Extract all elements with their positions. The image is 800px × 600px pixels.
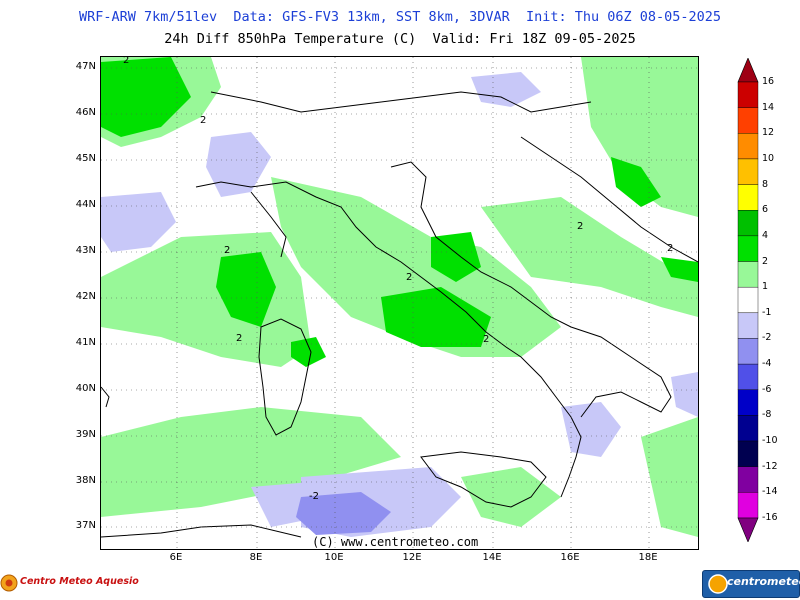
legend-color-swatch (737, 466, 759, 493)
lat-label: 44N (75, 199, 96, 210)
legend-color-swatch (737, 81, 759, 108)
coastlines-borders (101, 91, 698, 538)
logo-left-text: Centro Meteo Aquesio (20, 576, 139, 587)
lon-label: 8E (249, 552, 263, 563)
lat-label: 46N (75, 107, 96, 118)
legend-label: -10 (762, 435, 778, 447)
legend-color-swatch (737, 133, 759, 160)
contour-label: 2 (667, 243, 674, 254)
legend-label: 1 (762, 281, 769, 293)
temperature-diff-map (101, 57, 698, 549)
contour-label: 2 (406, 272, 413, 283)
map-panel (100, 56, 699, 550)
legend-label: -14 (762, 486, 778, 498)
contour-label: 2 (577, 221, 584, 232)
lon-label: 18E (638, 552, 658, 563)
lat-label: 37N (75, 520, 96, 531)
legend-label: 16 (762, 76, 775, 87)
centro-meteo-aquesio-logo (0, 574, 18, 592)
legend-color-swatch (737, 363, 759, 390)
lat-label: 38N (75, 475, 96, 486)
color-legend-bar (737, 58, 759, 542)
legend-label: -2 (762, 332, 772, 344)
legend-color-swatch (737, 235, 759, 262)
legend-color-swatch (737, 440, 759, 467)
contour-label: 2 (200, 115, 207, 126)
legend-color-swatch (737, 286, 759, 314)
legend-color-swatch (737, 184, 759, 211)
lon-label: 14E (482, 552, 502, 563)
lat-label: 45N (75, 153, 96, 164)
logo-right-text: centrometeo (727, 575, 800, 588)
contour-label: 2 (236, 333, 243, 344)
header-title: WRF-ARW 7km/51lev Data: GFS-FV3 13km, SS… (78, 9, 722, 25)
legend-label: 14 (762, 101, 775, 113)
centrometeo-logo (702, 570, 800, 598)
contour-label: 2 (224, 245, 231, 256)
lon-label: 10E (324, 552, 344, 563)
header-subtitle: 24h Diff 850hPa Temperature (C) Valid: F… (164, 31, 636, 47)
contour-label: -2 (309, 491, 319, 502)
legend-color-swatch (737, 312, 759, 339)
lat-label: 43N (75, 245, 96, 256)
legend-color-swatch (737, 158, 759, 185)
legend-color-swatch (737, 210, 759, 237)
lat-lon-grid (101, 57, 698, 549)
lat-label: 39N (75, 429, 96, 440)
contour-label: 2 (483, 334, 490, 345)
legend-label: -1 (762, 306, 772, 318)
lon-label: 12E (402, 552, 422, 563)
legend-color-swatch (737, 389, 759, 416)
legend-label: 8 (762, 178, 769, 190)
legend-color-swatch (737, 261, 759, 288)
legend-label: 2 (762, 255, 769, 267)
legend-label: -12 (762, 460, 778, 472)
lat-label: 47N (75, 61, 96, 72)
legend-label: 10 (762, 152, 775, 164)
legend-label: -6 (762, 383, 772, 395)
lon-label: 6E (169, 552, 183, 563)
legend-label: 12 (762, 127, 775, 139)
legend-label: 6 (762, 204, 769, 216)
legend-label: -4 (762, 358, 772, 370)
lat-label: 42N (75, 291, 96, 302)
contour-label: 2 (123, 55, 130, 66)
legend-top-arrow (737, 58, 759, 83)
warm-anomaly-areas (101, 57, 698, 367)
logo-globe-icon (708, 574, 728, 594)
lat-label: 40N (75, 383, 96, 394)
lon-label: 16E (560, 552, 580, 563)
legend-label: -16 (762, 512, 778, 523)
copyright-label: (C) www.centrometeo.com (312, 535, 479, 549)
cold-anomaly-areas (296, 492, 391, 535)
legend-label: 4 (762, 229, 769, 241)
legend-color-swatch (737, 415, 759, 442)
legend-color-swatch (737, 107, 759, 134)
legend-label: -8 (762, 409, 772, 421)
legend-color-swatch (737, 492, 759, 519)
lat-label: 41N (75, 337, 96, 348)
legend-color-swatch (737, 338, 759, 365)
legend-bottom-arrow (737, 517, 759, 542)
cold-anomaly-light-areas (101, 72, 698, 537)
